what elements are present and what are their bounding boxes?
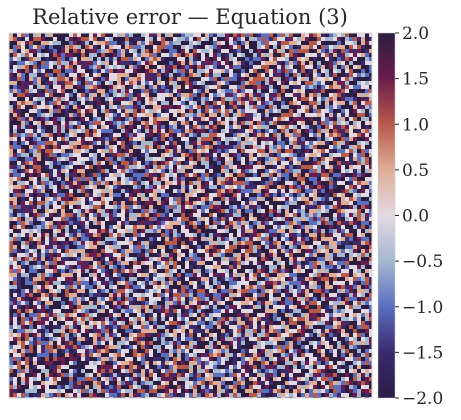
heatmap-frame <box>8 32 373 399</box>
colorbar-tick-label: −1.5 <box>402 343 443 363</box>
chart-title: Relative error — Equation (3) <box>32 5 348 29</box>
colorbar-ticks: 2.0 1.5 1.0 0.5 0.0 −0.5 −1.0 −1.5 −2.0 <box>395 24 443 409</box>
colorbar-tick-label: 0.0 <box>402 207 429 227</box>
colorbar-tick-label: 2.0 <box>402 24 429 44</box>
heatmap-field <box>9 33 372 398</box>
colorbar-tick-label: 1.0 <box>402 115 429 135</box>
colorbar-tick-label: −0.5 <box>402 252 443 272</box>
colorbar-tick-label: 0.5 <box>402 161 429 181</box>
colorbar-tick-label: −1.0 <box>402 298 443 318</box>
colorbar-tick-label: −2.0 <box>402 389 443 409</box>
colorbar-tick-label: 1.5 <box>402 70 429 90</box>
colorbar <box>377 32 396 399</box>
